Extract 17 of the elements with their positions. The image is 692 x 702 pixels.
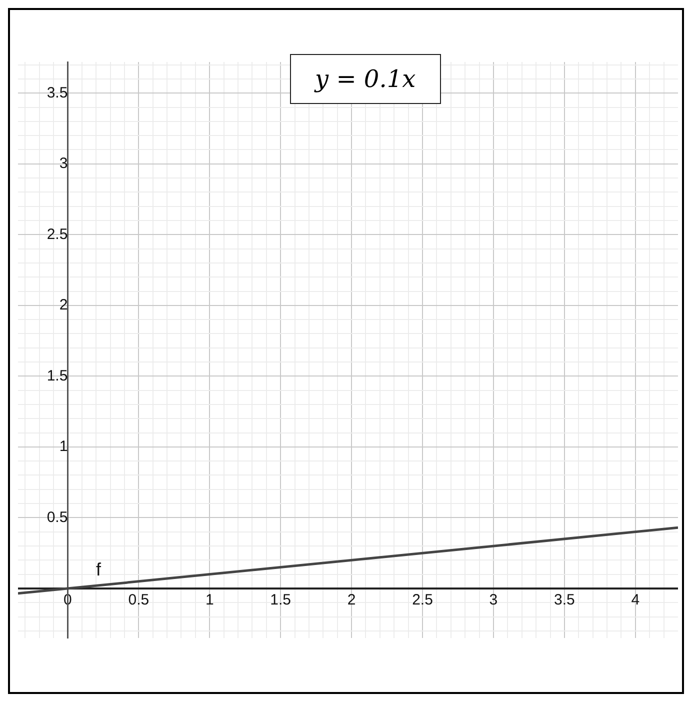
x-tick-label: 2.5 (412, 592, 433, 609)
x-tick-label: 1 (205, 592, 214, 609)
y-tick-label: 2 (59, 296, 68, 314)
y-tick-label: 3 (59, 155, 68, 172)
y-tick-label: 1 (59, 438, 68, 456)
x-tick-label: 3 (489, 592, 498, 609)
series-label: f (96, 559, 102, 580)
x-tick-label: 3.5 (554, 592, 575, 609)
x-tick-label: 0.5 (128, 592, 150, 609)
y-tick-label: 0.5 (46, 508, 68, 526)
y-tick-label: 2.5 (46, 226, 68, 243)
x-tick-label: 2 (347, 592, 356, 609)
y-tick-label: 3.5 (46, 84, 68, 102)
y-tick-label: 1.5 (46, 367, 68, 384)
annotation: y = 0.1x (290, 54, 441, 104)
x-tick-label: 4 (631, 592, 640, 609)
x-tick-label: 1.5 (270, 592, 292, 609)
